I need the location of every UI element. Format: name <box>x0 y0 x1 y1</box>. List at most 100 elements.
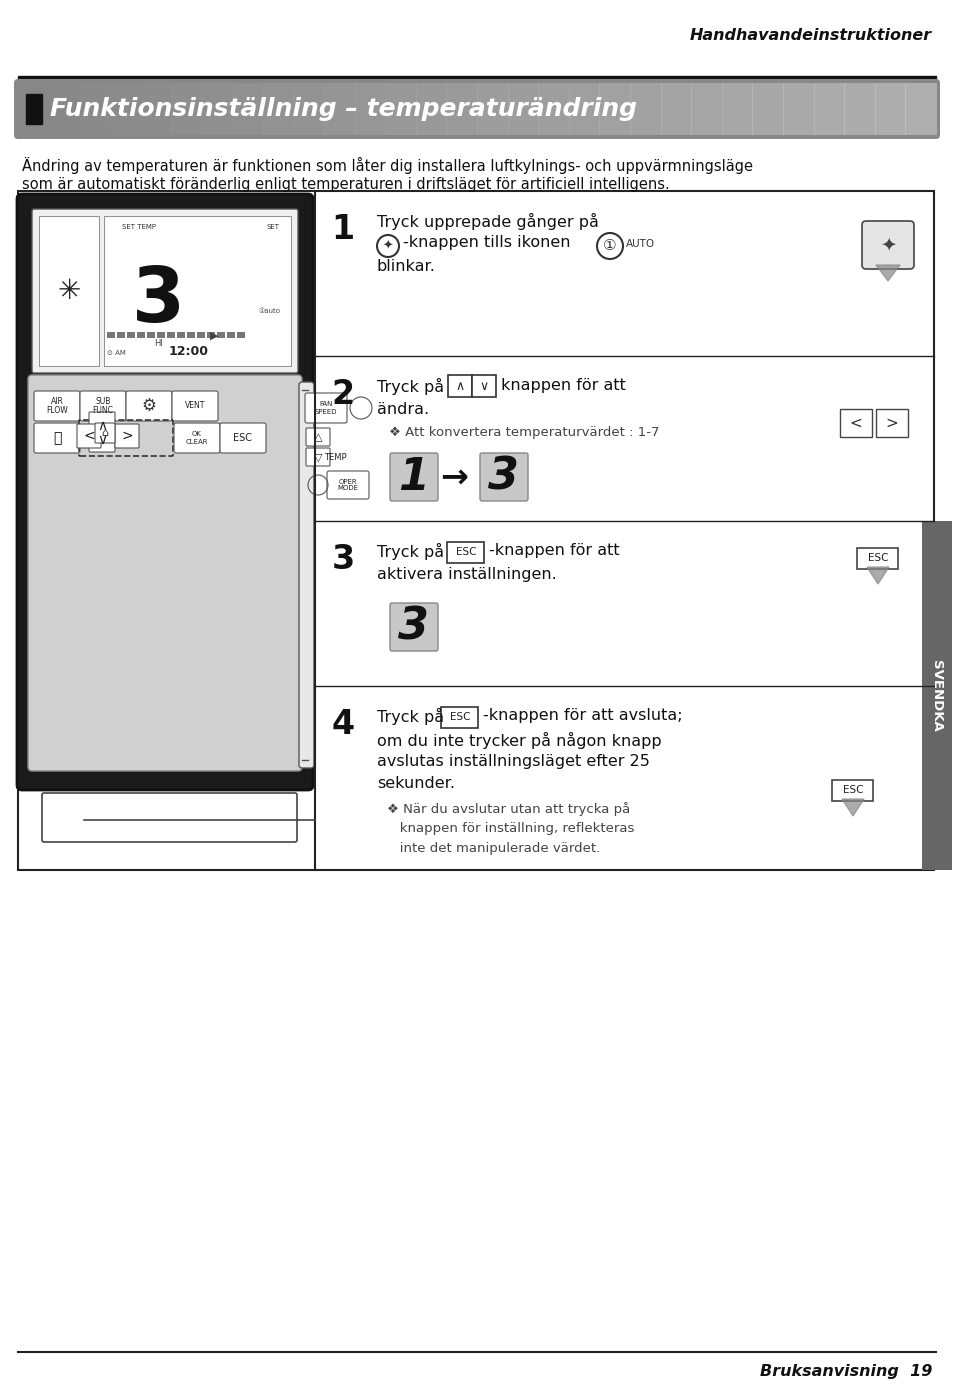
Text: SET TEMP: SET TEMP <box>122 224 156 230</box>
FancyBboxPatch shape <box>857 547 898 568</box>
Text: Tryck på: Tryck på <box>376 378 444 395</box>
Text: -knappen tills ikonen: -knappen tills ikonen <box>402 235 570 251</box>
Text: ①: ① <box>602 238 617 253</box>
FancyBboxPatch shape <box>441 707 478 728</box>
Bar <box>227 332 234 337</box>
Bar <box>207 332 214 337</box>
Text: 12:00: 12:00 <box>169 344 209 358</box>
Bar <box>324 83 355 134</box>
Text: ESC: ESC <box>449 713 470 722</box>
Bar <box>18 190 933 869</box>
Text: ⌂: ⌂ <box>101 428 109 438</box>
FancyBboxPatch shape <box>220 423 266 454</box>
FancyBboxPatch shape <box>173 423 220 454</box>
Text: <: < <box>849 416 862 431</box>
FancyBboxPatch shape <box>77 424 101 448</box>
Bar <box>843 83 875 134</box>
FancyBboxPatch shape <box>298 382 314 769</box>
Text: ❖ Att konvertera temperaturvärdet : 1-7: ❖ Att konvertera temperaturvärdet : 1-7 <box>389 426 659 440</box>
Text: SET: SET <box>266 224 279 230</box>
Text: -knappen för att avsluta;: -knappen för att avsluta; <box>482 708 682 722</box>
FancyBboxPatch shape <box>32 209 297 372</box>
Text: 2: 2 <box>331 378 355 412</box>
Bar <box>537 83 569 134</box>
Text: →: → <box>439 461 468 494</box>
Text: ①auto: ①auto <box>258 308 281 314</box>
Text: ∨: ∨ <box>479 379 488 392</box>
Text: ⚙: ⚙ <box>141 398 156 414</box>
FancyBboxPatch shape <box>447 542 484 563</box>
Text: inte det manipulerade värdet.: inte det manipulerade värdet. <box>387 841 599 855</box>
Bar <box>187 332 194 337</box>
Text: ⏱: ⏱ <box>52 431 61 445</box>
Bar <box>752 83 783 134</box>
Text: -knappen för att: -knappen för att <box>489 543 619 559</box>
Text: Funktionsinställning – temperaturändring: Funktionsinställning – temperaturändring <box>50 97 637 120</box>
Bar <box>137 332 145 337</box>
Text: Tryck på: Tryck på <box>376 708 444 725</box>
Text: ∧: ∧ <box>97 419 107 433</box>
Bar <box>385 83 416 134</box>
Text: som är automatiskt föränderlig enligt temperaturen i driftsläget för artificiell: som är automatiskt föränderlig enligt te… <box>22 176 669 192</box>
Text: Handhavandeinstruktioner: Handhavandeinstruktioner <box>689 28 931 43</box>
Text: SUB
FUNC: SUB FUNC <box>92 396 113 416</box>
Bar <box>446 83 477 134</box>
Text: blinkar.: blinkar. <box>376 259 436 274</box>
Text: OK
CLEAR: OK CLEAR <box>186 431 208 445</box>
Text: ⊙ AM: ⊙ AM <box>107 350 126 356</box>
Text: 1: 1 <box>398 455 429 498</box>
Text: ESC: ESC <box>233 433 253 442</box>
Text: ESC: ESC <box>867 553 887 563</box>
FancyBboxPatch shape <box>472 375 496 398</box>
FancyBboxPatch shape <box>80 391 126 421</box>
FancyBboxPatch shape <box>95 423 115 442</box>
Text: FAN
SPEED: FAN SPEED <box>314 402 337 414</box>
FancyBboxPatch shape <box>28 375 302 771</box>
Bar <box>659 83 692 134</box>
FancyBboxPatch shape <box>327 470 369 498</box>
Bar <box>813 83 844 134</box>
Text: 3: 3 <box>488 455 519 498</box>
Bar <box>416 83 447 134</box>
Bar <box>140 83 172 134</box>
Bar <box>39 216 99 365</box>
Bar <box>904 83 936 134</box>
Text: ✦: ✦ <box>879 235 895 255</box>
Bar <box>110 83 141 134</box>
Text: OPER
MODE: OPER MODE <box>337 479 358 491</box>
Bar <box>236 332 245 337</box>
FancyBboxPatch shape <box>479 454 527 501</box>
Bar <box>79 83 111 134</box>
Text: 3: 3 <box>398 605 429 648</box>
FancyBboxPatch shape <box>89 412 115 435</box>
Bar <box>18 83 50 134</box>
FancyBboxPatch shape <box>34 391 80 421</box>
FancyBboxPatch shape <box>448 375 472 398</box>
Bar <box>921 521 951 869</box>
Text: ❖ När du avslutar utan att trycka på: ❖ När du avslutar utan att trycka på <box>387 802 630 816</box>
Bar <box>232 83 264 134</box>
Bar <box>104 216 291 365</box>
FancyBboxPatch shape <box>832 780 873 801</box>
Bar <box>874 83 905 134</box>
FancyBboxPatch shape <box>89 428 115 452</box>
Text: VENT: VENT <box>185 402 205 410</box>
FancyBboxPatch shape <box>126 391 172 421</box>
Text: sekunder.: sekunder. <box>376 776 455 791</box>
Text: 4: 4 <box>331 708 355 741</box>
Text: Bruksanvisning  19: Bruksanvisning 19 <box>759 1364 931 1379</box>
Bar <box>107 332 115 337</box>
Text: 3: 3 <box>331 543 355 575</box>
Text: avslutas inställningsläget efter 25: avslutas inställningsläget efter 25 <box>376 755 649 769</box>
Bar <box>629 83 661 134</box>
FancyBboxPatch shape <box>840 409 871 437</box>
FancyBboxPatch shape <box>17 195 313 790</box>
Bar <box>216 332 225 337</box>
Text: ESC: ESC <box>841 785 862 795</box>
FancyBboxPatch shape <box>390 454 437 501</box>
Text: TEMP: TEMP <box>323 452 346 462</box>
FancyBboxPatch shape <box>390 603 437 651</box>
Text: >: > <box>121 428 132 442</box>
Text: HI: HI <box>154 339 163 349</box>
FancyBboxPatch shape <box>862 221 913 269</box>
